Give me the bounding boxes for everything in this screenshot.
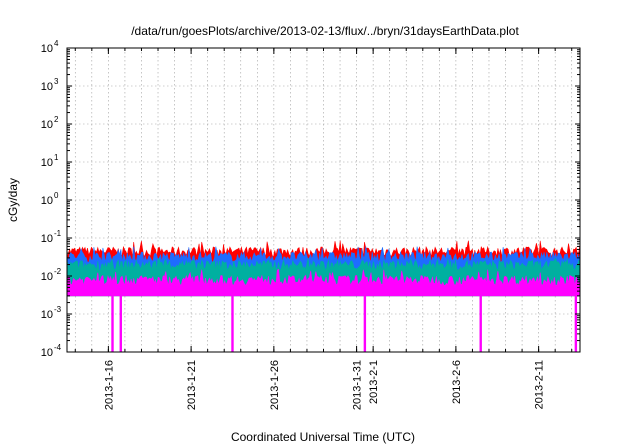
y-tick-label: 10 4: [41, 39, 59, 55]
x-axis-label: Coordinated Universal Time (UTC): [231, 430, 415, 444]
y-tick-base: 10: [41, 157, 53, 169]
dropout-spike: [119, 295, 122, 352]
y-tick-label: 10 3: [41, 77, 59, 93]
dropout-spike: [363, 295, 367, 352]
x-tick-label: 2013-1-16: [103, 360, 115, 410]
dropout-spike: [574, 295, 578, 352]
y-axis-label: cGy/day: [6, 178, 20, 222]
y-tick-exponent: -2: [54, 267, 62, 276]
y-tick-exponent: 0: [54, 191, 59, 200]
y-tick-base: 10: [41, 271, 53, 283]
dropout-spike: [479, 295, 482, 352]
y-tick-base: 10: [41, 119, 53, 131]
y-tick-base: 10: [41, 309, 53, 321]
plot-area: [66, 240, 581, 352]
y-tick-exponent: 4: [54, 39, 59, 48]
y-tick-label: 10 2: [41, 115, 59, 131]
y-tick-label: 10 -1: [41, 229, 62, 245]
x-tick-label: 2013-2-1: [368, 360, 380, 404]
x-tick-label: 2013-1-31: [352, 360, 364, 410]
y-tick-exponent: 1: [54, 153, 59, 162]
dropout-spike: [111, 295, 114, 352]
y-tick-label: 10 -4: [41, 343, 62, 359]
y-tick-exponent: 2: [54, 115, 59, 124]
y-tick-label: 10 1: [41, 153, 59, 169]
x-tick-label: 2013-1-21: [186, 360, 198, 410]
y-tick-exponent: -4: [54, 343, 62, 352]
y-tick-exponent: 3: [54, 77, 59, 86]
y-tick-base: 10: [41, 195, 53, 207]
dropout-spike: [231, 295, 234, 352]
y-tick-base: 10: [41, 347, 53, 359]
y-tick-label: 10 0: [41, 191, 59, 207]
y-tick-label: 10 -3: [41, 305, 62, 321]
x-tick-label: 2013-2-6: [451, 360, 463, 404]
y-tick-base: 10: [41, 233, 53, 245]
x-tick-label: 2013-1-26: [269, 360, 281, 410]
y-tick-exponent: -3: [54, 305, 62, 314]
grid: [67, 48, 580, 352]
y-tick-base: 10: [41, 81, 53, 93]
y-tick-base: 10: [41, 43, 53, 55]
x-tick-label: 2013-2-11: [534, 360, 546, 409]
chart-title: /data/run/goesPlots/archive/2013-02-13/f…: [131, 24, 519, 38]
series-area-3: [66, 268, 581, 297]
y-tick-exponent: -1: [54, 229, 62, 238]
y-tick-label: 10 -2: [41, 267, 62, 283]
x-axis: 2013-1-16 2013-1-21 2013-1-26 2013-1-31 2013…: [74, 48, 573, 410]
